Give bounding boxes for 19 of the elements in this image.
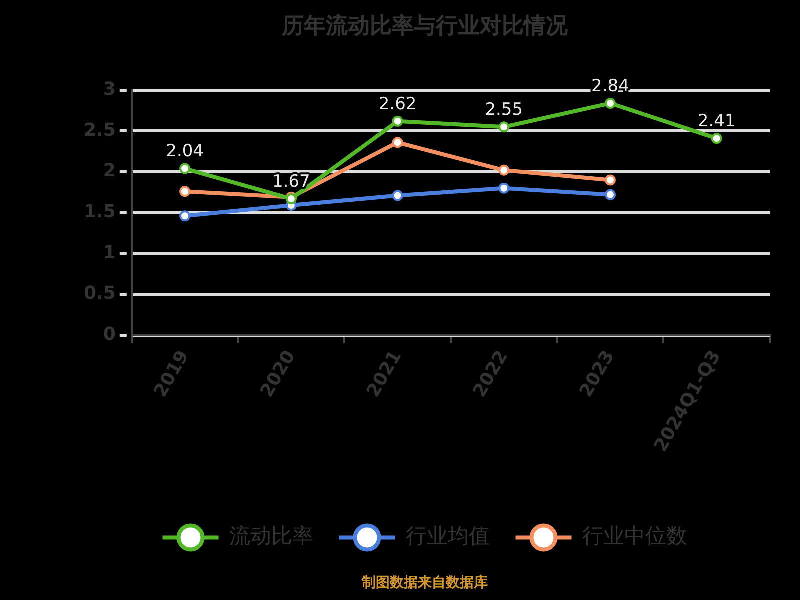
point — [180, 210, 191, 222]
point — [392, 190, 404, 202]
point — [392, 137, 404, 148]
point — [604, 189, 616, 200]
data-label: 1.67 — [272, 172, 310, 192]
point — [392, 116, 404, 127]
point — [180, 186, 191, 198]
point — [180, 163, 191, 174]
data-label: 2.04 — [166, 142, 204, 162]
data-label: 2.62 — [378, 94, 417, 114]
point — [604, 174, 616, 186]
point — [498, 164, 510, 176]
point — [711, 133, 722, 144]
point — [604, 98, 616, 109]
point — [498, 182, 510, 194]
text: 制图数据来自数据库 — [361, 574, 488, 592]
point — [498, 122, 510, 133]
data-label: 2.55 — [485, 100, 524, 120]
data-label: 2.41 — [698, 111, 736, 132]
